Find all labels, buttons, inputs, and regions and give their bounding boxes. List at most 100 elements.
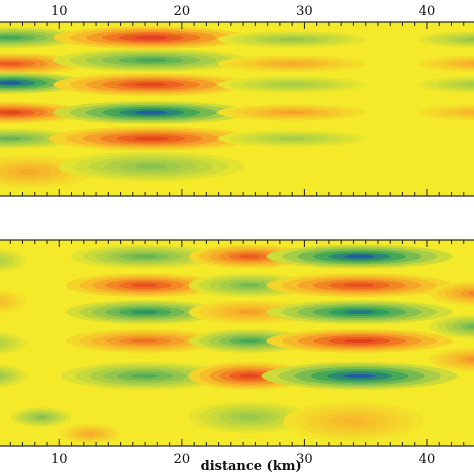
anomaly-contour (279, 62, 305, 66)
positive-anomaly (53, 73, 250, 96)
anomaly-contour (466, 62, 474, 66)
anomaly-contour (466, 83, 474, 86)
negative-anomaly (0, 364, 27, 388)
anomaly-contour (134, 35, 168, 40)
positive-anomaly (266, 329, 453, 353)
panel-frame (0, 21, 474, 197)
x-tick-label: 10 (51, 452, 68, 467)
x-tick-label: 20 (174, 452, 191, 467)
positive-anomaly (417, 104, 474, 121)
positive-anomaly (53, 26, 250, 49)
anomaly-contour (0, 257, 4, 264)
positive-anomaly (217, 104, 367, 121)
negative-anomaly (417, 31, 474, 48)
panel-1: 10 20 30 40 (0, 4, 474, 197)
x-tick-label: 40 (419, 452, 436, 467)
anomaly-contour (239, 254, 260, 259)
anomaly-contour (131, 373, 160, 379)
positive-anomaly (59, 423, 121, 444)
anomaly-contour (344, 283, 376, 288)
panels: 10 20 30 40 10 20 30 40 distance (km) (0, 4, 474, 474)
anomaly-contour (279, 111, 305, 114)
wavefield-anomalies (0, 244, 474, 444)
anomaly-contour (0, 337, 10, 349)
anomaly-contour (341, 418, 366, 425)
panel-frame (0, 239, 474, 447)
anomaly-contour (0, 373, 4, 379)
anomaly-contour (460, 322, 474, 331)
negative-anomaly (53, 49, 250, 72)
anomaly-contour (239, 338, 260, 343)
anomaly-contour (456, 61, 474, 67)
anomaly-contour (17, 168, 40, 175)
anomaly-contour (0, 340, 4, 346)
negative-anomaly (53, 101, 250, 124)
anomaly-contour (460, 355, 474, 364)
positive-anomaly (65, 329, 225, 353)
x-tick-label: 40 (419, 4, 436, 19)
anomaly-contour (344, 338, 376, 343)
anomaly-contour (343, 373, 376, 379)
anomaly-contour (0, 35, 23, 40)
negative-anomaly (266, 244, 453, 269)
x-tick-label: 20 (174, 4, 191, 19)
negative-anomaly (58, 151, 245, 182)
anomaly-contour (134, 82, 168, 87)
anomaly-contour (84, 432, 95, 436)
positive-anomaly (217, 55, 367, 73)
negative-anomaly (61, 362, 229, 390)
positive-anomaly (0, 290, 27, 314)
anomaly-contour (131, 283, 159, 288)
anomaly-contour (466, 111, 474, 114)
anomaly-contour (0, 298, 4, 305)
positive-anomaly (429, 281, 474, 306)
negative-anomaly (65, 300, 225, 324)
wavefield-anomalies (0, 26, 474, 189)
anomaly-contour (0, 370, 10, 382)
x-tick-label: 30 (296, 452, 313, 467)
anomaly-contour (135, 163, 167, 169)
positive-anomaly (266, 273, 453, 298)
negative-anomaly (10, 407, 72, 427)
anomaly-contour (279, 137, 305, 140)
positive-anomaly (283, 401, 424, 441)
negative-anomaly (417, 76, 474, 93)
anomaly-contour (0, 110, 23, 115)
anomaly-contour (35, 415, 46, 419)
anomaly-contour (0, 296, 10, 307)
negative-anomaly (0, 27, 85, 49)
anomaly-contour (466, 38, 474, 41)
negative-anomaly (70, 244, 220, 269)
anomaly-contour (239, 373, 260, 379)
anomaly-contour (468, 324, 474, 329)
anomaly-contour (344, 254, 376, 259)
negative-anomaly (217, 76, 367, 93)
x-tick-label: 30 (296, 4, 313, 19)
anomaly-contour (279, 83, 305, 87)
anomaly-contour (0, 81, 23, 85)
anomaly-contour (0, 255, 10, 266)
anomaly-contour (468, 357, 474, 362)
negative-anomaly (429, 314, 474, 339)
negative-anomaly (0, 249, 27, 273)
anomaly-contour (132, 254, 158, 259)
negative-anomaly (266, 300, 453, 324)
negative-anomaly (261, 362, 458, 390)
anomaly-contour (344, 310, 376, 315)
anomaly-contour (134, 110, 168, 115)
anomaly-contour (134, 136, 169, 141)
positive-anomaly (417, 55, 474, 73)
anomaly-contour (0, 61, 23, 66)
anomaly-contour (468, 291, 474, 296)
negative-anomaly (217, 130, 367, 147)
anomaly-contour (456, 36, 474, 43)
positive-anomaly (48, 126, 254, 151)
x-tick-label: 10 (51, 4, 68, 19)
positive-anomaly (0, 101, 85, 124)
anomaly-contour (134, 58, 168, 63)
anomaly-contour (239, 310, 260, 315)
anomaly-contour (456, 109, 474, 116)
anomaly-contour (131, 310, 159, 315)
negative-anomaly (0, 331, 27, 355)
